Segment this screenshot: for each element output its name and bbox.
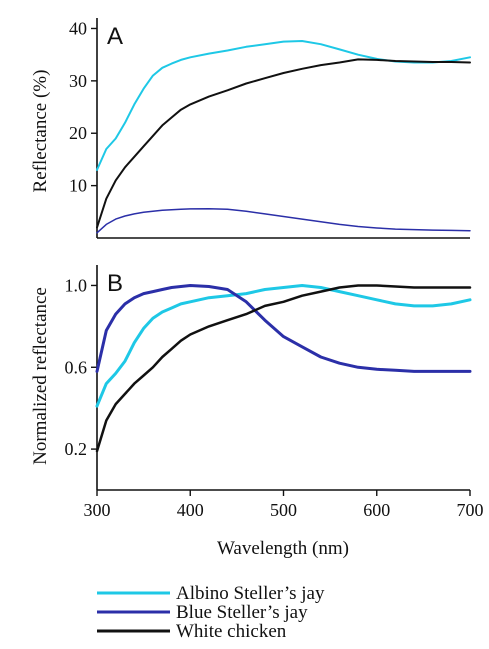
panel-b-label: B: [107, 270, 123, 297]
panel-a-series-2: [96, 58, 471, 229]
panel-b-y-tick-label: 0.2: [65, 439, 88, 459]
panel-a-label: A: [107, 23, 123, 50]
panel-a-series-1: [96, 207, 471, 234]
legend-label: White chicken: [176, 621, 287, 642]
panel-b-series-1: [95, 284, 472, 373]
panel-b: B Normalized reflectance Wavelength (nm)…: [30, 265, 484, 559]
panel-a: A Reflectance (%) 10 20 30 40: [30, 18, 471, 239]
legend-label: Blue Steller’s jay: [176, 602, 308, 623]
x-tick-label: 300: [84, 500, 111, 520]
x-axis-label: Wavelength (nm): [217, 538, 349, 559]
panel-b-y-tick-label: 1.0: [65, 275, 88, 295]
panel-a-y-tick-label: 30: [69, 71, 87, 91]
x-tick-label: 700: [457, 500, 484, 520]
panel-b-y-tick-label: 0.6: [65, 357, 88, 377]
x-tick-label: 500: [270, 500, 297, 520]
panel-b-series-2: [95, 284, 472, 453]
panel-a-y-tick-label: 40: [69, 18, 87, 38]
legend-label: Albino Steller’s jay: [176, 583, 325, 604]
x-tick-label: 400: [177, 500, 204, 520]
panel-b-y-axis-label: Normalized reflectance: [30, 287, 51, 465]
x-tick-label: 600: [363, 500, 390, 520]
panel-a-y-axis-label: Reflectance (%): [30, 70, 51, 193]
panel-a-y-tick-label: 10: [69, 176, 87, 196]
panel-a-series-0: [96, 40, 471, 171]
panel-a-y-tick-label: 20: [69, 123, 87, 143]
panel-b-series-0: [95, 284, 472, 408]
